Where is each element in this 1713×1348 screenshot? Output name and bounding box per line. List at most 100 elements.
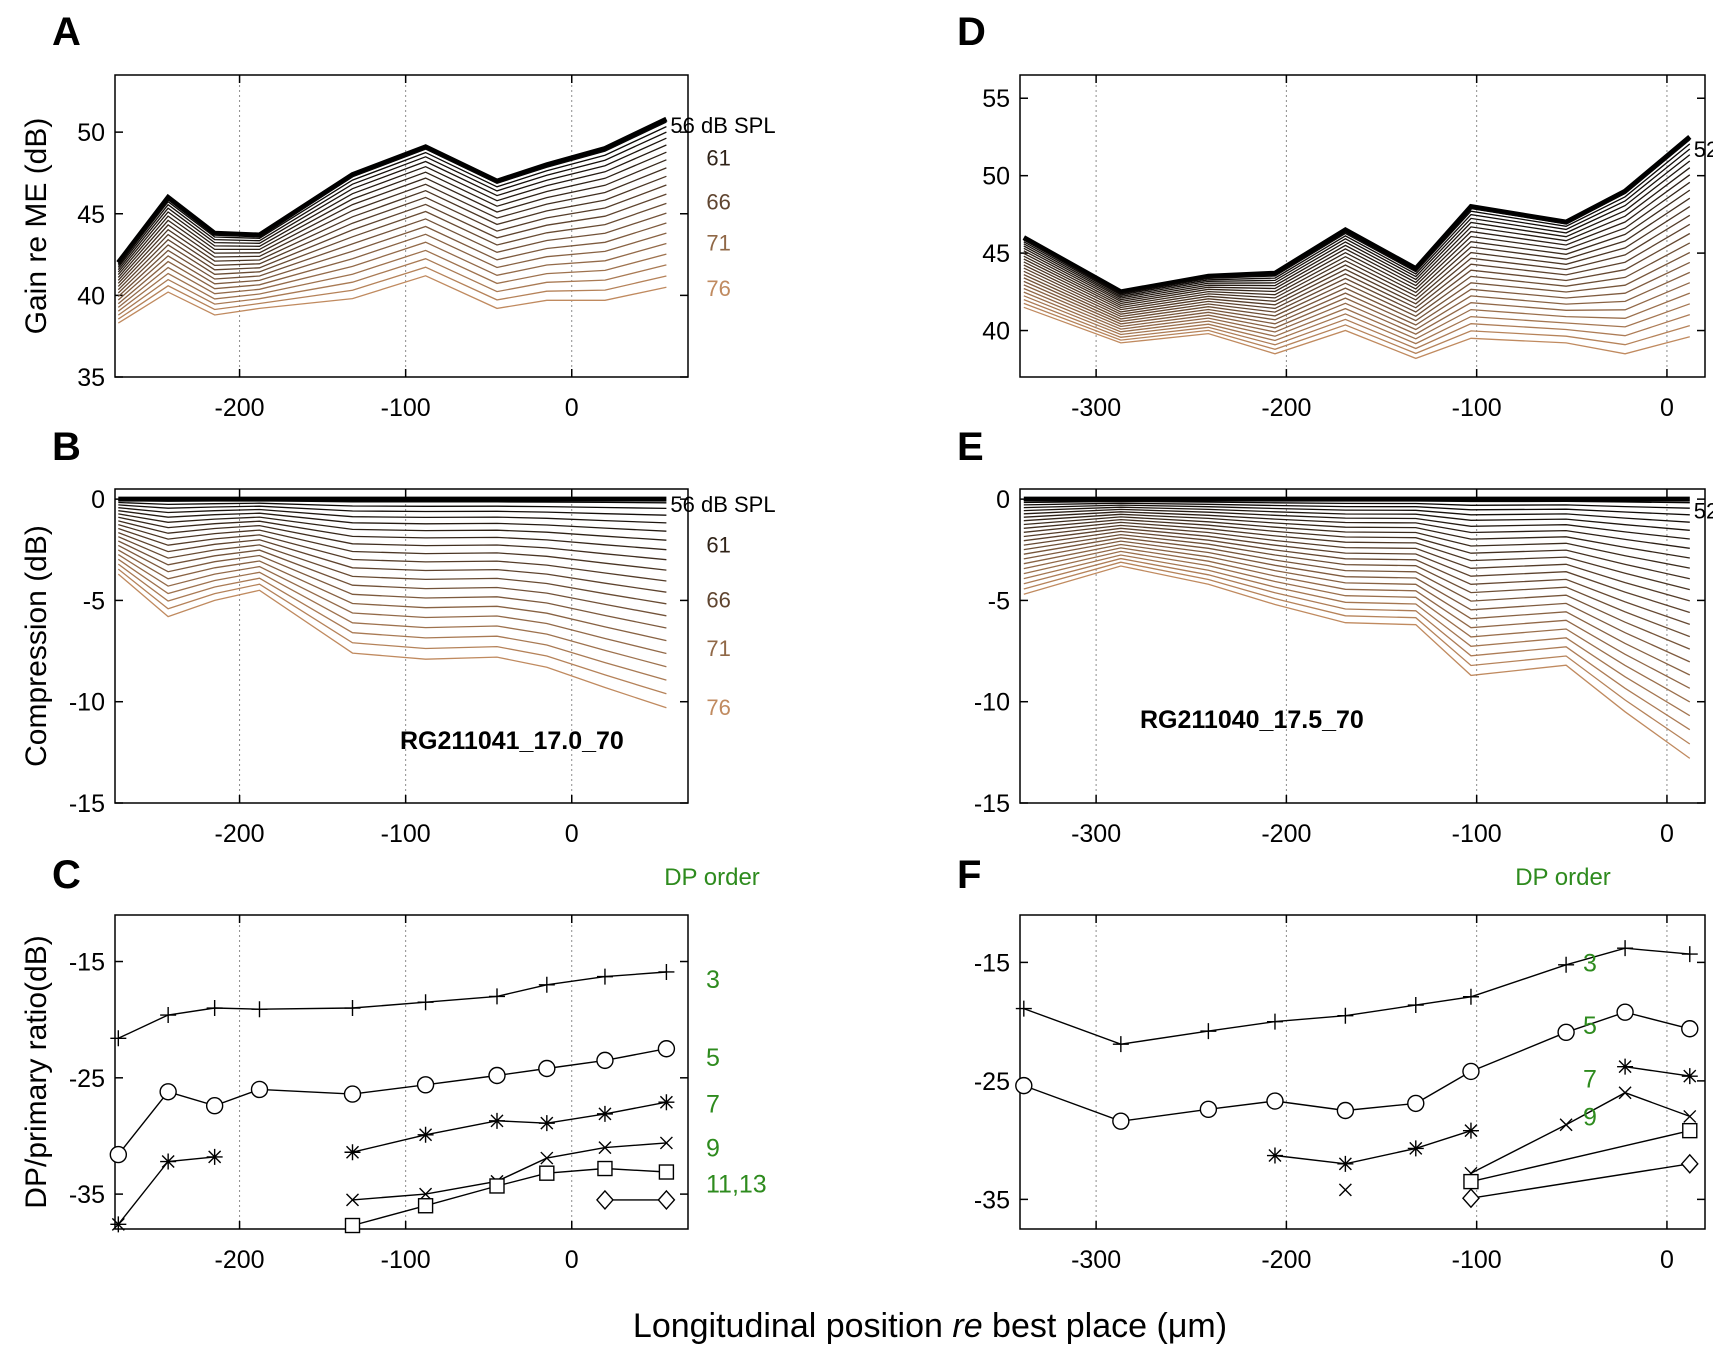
y-tick-label: 0 — [91, 486, 105, 514]
circle-marker — [1336, 1101, 1355, 1120]
x-tick-label: -100 — [381, 394, 431, 422]
circle-marker — [205, 1097, 224, 1115]
level-label: 71 — [706, 231, 730, 256]
marker-star — [1617, 1058, 1634, 1075]
x-tick-label: -200 — [1261, 820, 1311, 848]
star-marker — [110, 1216, 127, 1233]
panel-letter-c: C — [52, 853, 81, 897]
level-curve — [1023, 167, 1691, 301]
circle-marker — [1557, 1023, 1575, 1042]
marker-x — [1618, 1086, 1632, 1100]
marker-diamond — [657, 1189, 676, 1210]
circle-marker — [657, 1040, 676, 1058]
marker-square — [489, 1178, 505, 1194]
marker-circle — [657, 1040, 676, 1058]
level-curve — [117, 232, 667, 305]
y-tick-label: -15 — [974, 790, 1010, 818]
circle-marker — [1407, 1094, 1425, 1113]
circle-marker — [343, 1085, 362, 1103]
level-curve — [1023, 554, 1691, 717]
y-tick-label: -25 — [69, 1065, 105, 1093]
marker-star — [344, 1144, 361, 1161]
x-tick-label: 0 — [565, 394, 579, 422]
plus-marker — [1200, 1023, 1217, 1040]
series-line-11 — [1470, 1130, 1690, 1183]
level-curve — [117, 275, 667, 324]
y-tick-label: -5 — [988, 587, 1010, 615]
marker-plus — [1015, 1000, 1032, 1017]
level-label: 76 — [706, 695, 730, 720]
star-marker — [538, 1115, 555, 1132]
x-marker — [1683, 1109, 1697, 1123]
level-curve — [1023, 504, 1690, 523]
series-line-9a — [1470, 1091, 1691, 1174]
figure-x-axis-label: Longitudinal position re best place (μm) — [633, 1307, 1227, 1345]
level-curve — [1023, 302, 1690, 355]
marker-circle — [538, 1059, 556, 1078]
level-curve — [117, 159, 667, 278]
series-line-5 — [117, 1048, 667, 1156]
star-marker — [1337, 1155, 1354, 1172]
marker-circle — [416, 1076, 435, 1094]
level-curve — [1023, 518, 1690, 580]
panel-letter-f: F — [957, 853, 981, 897]
x-tick-label: 0 — [1660, 1246, 1674, 1274]
plus-marker — [1112, 1036, 1129, 1053]
marker-circle — [1681, 1020, 1699, 1038]
marker-circle — [1112, 1112, 1130, 1130]
level-curve — [1023, 242, 1691, 320]
level-curve — [117, 258, 667, 316]
star-marker — [344, 1144, 361, 1161]
marker-star — [1266, 1147, 1283, 1164]
level-curve — [117, 167, 667, 281]
square-marker — [344, 1217, 361, 1234]
square-marker — [597, 1160, 613, 1177]
level-curve — [1023, 282, 1691, 335]
level-curve — [1023, 295, 1691, 345]
level-label: 56 dB SPL — [670, 113, 775, 138]
marker-square — [539, 1165, 555, 1181]
star-marker — [1266, 1147, 1283, 1164]
level-curve — [1023, 511, 1690, 549]
level-curve — [117, 126, 667, 266]
marker-circle — [1015, 1076, 1033, 1095]
y-tick-label: 50 — [77, 119, 105, 147]
panel-letter-a: A — [52, 10, 81, 54]
x-tick-label: -200 — [215, 1246, 265, 1274]
series-line-3 — [118, 971, 667, 1039]
level-curve — [1023, 513, 1690, 559]
series-line-13 — [1470, 1163, 1690, 1199]
x-tick-label: -300 — [1071, 394, 1121, 422]
level-curve — [1023, 499, 1690, 504]
marker-plus — [658, 963, 675, 980]
marker-square — [597, 1160, 613, 1177]
plus-marker — [596, 968, 613, 985]
marker-plus — [1266, 1013, 1283, 1030]
y-tick-label: -25 — [974, 1068, 1010, 1096]
level-curve — [117, 563, 667, 681]
marker-star — [1337, 1155, 1354, 1172]
diamond-marker — [1680, 1153, 1699, 1174]
marker-circle — [159, 1083, 177, 1101]
x-tick-label: 0 — [1660, 820, 1674, 848]
level-label: 52 dB SPL — [1694, 137, 1713, 162]
marker-x — [346, 1193, 359, 1207]
axes-frame — [1019, 914, 1706, 1230]
square-marker — [658, 1164, 675, 1180]
marker-x — [598, 1141, 612, 1155]
level-label: 52 dB SPL — [1694, 498, 1713, 523]
plus-marker — [1337, 1007, 1354, 1024]
marker-x — [1559, 1118, 1573, 1132]
marker-diamond — [596, 1189, 614, 1210]
axes-frame — [114, 914, 689, 1230]
level-curve — [118, 504, 667, 516]
level-curve — [117, 558, 667, 668]
star-marker — [1617, 1058, 1634, 1075]
dp-order-label: 3 — [1583, 949, 1597, 977]
level-curve — [118, 516, 667, 551]
level-curve — [117, 151, 667, 276]
y-axis-label: DP/primary ratio(dB) — [20, 935, 53, 1208]
square-marker — [1682, 1122, 1698, 1139]
marker-x — [1338, 1183, 1352, 1197]
panel-a: A -200 -100 0 35 40 45 50 Gain re ME (dB) 56 dB S… — [20, 10, 776, 422]
